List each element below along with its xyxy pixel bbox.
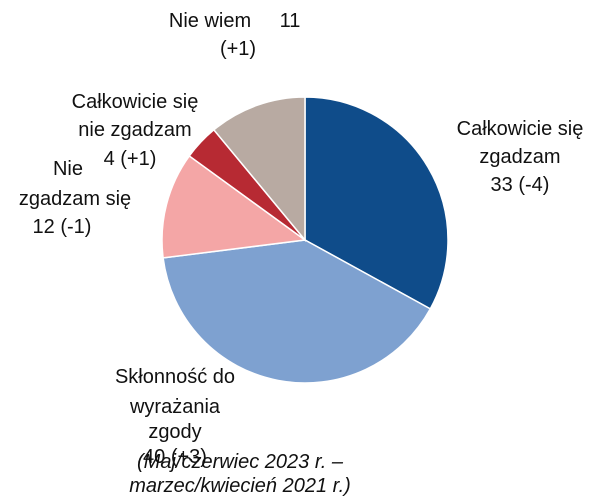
value-label: 40 (+3) [143, 446, 207, 468]
slice-label: Nie wiem [169, 10, 251, 32]
slice-label: Skłonność do wyrażania zgody [115, 366, 235, 443]
footnote: (Maj/czerwiec 2023 r. – marzec/kwiecień 2… [129, 451, 351, 497]
value-label: 12 (-1) [33, 216, 92, 238]
pie-slice [162, 239, 432, 384]
pie-slice [161, 154, 307, 259]
value-label: 11 (+1) [220, 10, 300, 60]
value-label: 4 (+1) [104, 148, 157, 170]
pie-slice [212, 96, 306, 243]
slice-label: Nie zgadzam się [19, 158, 131, 210]
value-label: 33 (-4) [491, 174, 550, 196]
slice-label: Całkowicie się nie zgadzam [72, 91, 199, 141]
slice-label: Całkowicie się zgadzam [457, 118, 584, 168]
pie-slice [304, 96, 449, 310]
